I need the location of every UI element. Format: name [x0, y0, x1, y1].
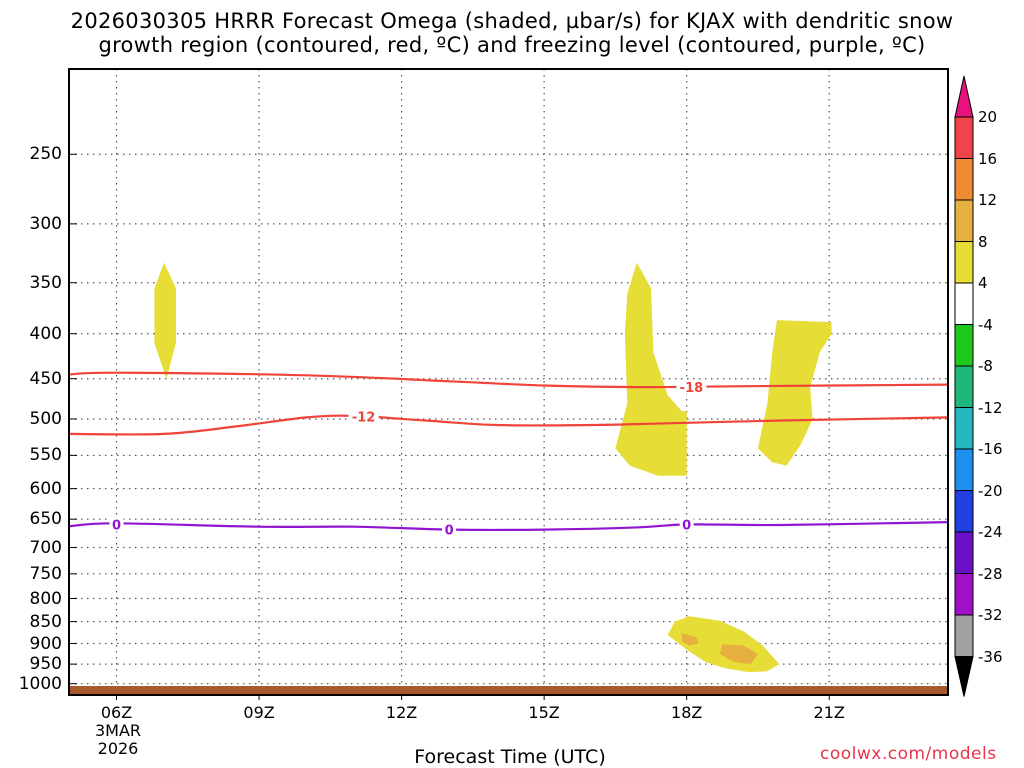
colorbar-label-4: 4 — [978, 274, 988, 292]
colorbar-label-0: 20 — [978, 108, 998, 126]
omega-region-4 — [681, 633, 699, 646]
contour-label-0: -18 — [680, 381, 704, 396]
y-tick-label-1000: 1000 — [18, 673, 62, 694]
contour-label-2: 0 — [112, 518, 121, 533]
omega-region-2 — [757, 320, 832, 466]
x-tick-label-15Z: 15Z — [528, 703, 560, 722]
colorbar-swatch-13 — [954, 614, 974, 657]
surface-bar — [69, 686, 948, 695]
colorbar-swatch-12 — [954, 573, 974, 616]
colorbar-swatch-6 — [954, 324, 974, 367]
x-tick-label-06Z: 06Z — [100, 703, 133, 722]
colorbar-label-2: 12 — [978, 191, 998, 209]
contour-label-bg-2 — [109, 517, 124, 532]
colorbar-swatch-10 — [954, 490, 974, 533]
y-tick-label-750: 750 — [29, 563, 62, 584]
colorbar-label-9: -20 — [978, 481, 1003, 500]
y-tick-label-350: 350 — [29, 272, 62, 293]
colorbar-label-11: -28 — [978, 564, 1003, 583]
y-tick-label-500: 500 — [29, 409, 62, 429]
colorbar-swatch-7 — [954, 365, 974, 408]
y-tick-label-700: 700 — [29, 537, 62, 558]
colorbar-label-10: -24 — [978, 523, 1003, 541]
y-tick-label-950: 950 — [29, 654, 62, 675]
x-tick-label-21Z: 21Z — [813, 703, 845, 722]
contour-label-bg-1 — [348, 409, 379, 424]
colorbar-swatch-9 — [954, 448, 974, 491]
contour-label-bg-3 — [442, 522, 457, 537]
contour-label-bg-0 — [676, 380, 707, 395]
colorbar-label-5: -4 — [978, 315, 993, 334]
colorbar-label-12: -32 — [978, 606, 1003, 624]
y-tick-label-800: 800 — [29, 588, 62, 609]
colorbar-swatch-3 — [954, 199, 974, 242]
colorbar-swatch-4 — [954, 241, 974, 284]
colorbar-swatch-8 — [954, 407, 974, 450]
x-tick-label-09Z: 09Z — [243, 703, 275, 722]
x-axis-title: Forecast Time (UTC) — [414, 746, 606, 768]
y-tick-label-600: 600 — [29, 478, 62, 499]
date-label-month: 3MAR — [94, 721, 142, 740]
colorbar-swatch-2 — [954, 158, 974, 201]
contour-label-1: -12 — [352, 411, 376, 426]
shading-layer — [154, 262, 832, 673]
colorbar-swatch-11 — [954, 531, 974, 574]
contour-label-4: 0 — [682, 518, 691, 533]
colorbar-label-8: -16 — [978, 440, 1003, 458]
colorbar-bottom-triangle — [954, 656, 974, 697]
credit-text: coolwx.com/models — [820, 744, 997, 764]
plot-frame — [68, 68, 949, 696]
colorbar-label-1: 16 — [978, 149, 998, 168]
contour-label-bg-4 — [679, 517, 694, 532]
colorbar-swatch-5 — [954, 282, 974, 325]
x-tick-label-12Z: 12Z — [385, 703, 418, 722]
y-tick-label-850: 850 — [29, 611, 62, 632]
contour-line--18-0 — [69, 371, 948, 389]
y-tick-label-550: 550 — [29, 445, 62, 466]
contour-line--12-1 — [69, 414, 948, 436]
colorbar-label-7: -12 — [978, 398, 1003, 417]
colorbar — [954, 75, 974, 697]
y-tick-label-900: 900 — [29, 633, 62, 654]
contour-line-0-2 — [69, 521, 948, 532]
contour-label-3: 0 — [445, 524, 454, 539]
omega-region-3 — [667, 616, 780, 673]
colorbar-top-triangle — [954, 75, 974, 118]
chart-title-line2: growth region (contoured, red, ºC) and f… — [98, 33, 926, 57]
colorbar-label-13: -36 — [978, 647, 1003, 666]
date-label-year: 2026 — [97, 739, 139, 758]
y-tick-label-650: 650 — [29, 509, 62, 530]
x-tick-label-18Z: 18Z — [671, 703, 703, 722]
y-tick-label-400: 400 — [29, 323, 62, 344]
y-tick-label-450: 450 — [29, 368, 62, 389]
colorbar-label-6: -8 — [978, 357, 993, 375]
y-tick-label-300: 300 — [29, 213, 62, 234]
contour-layer: -18 -12 0 0 0 — [69, 371, 948, 539]
omega-region-5 — [719, 644, 758, 665]
colorbar-label-3: 8 — [978, 232, 988, 251]
omega-region-0 — [154, 262, 176, 379]
chart-title-line1: 2026030305 HRRR Forecast Omega (shaded, … — [70, 9, 954, 33]
omega-region-1 — [615, 262, 687, 476]
colorbar-swatch-1 — [954, 116, 974, 159]
y-tick-label-250: 250 — [29, 144, 62, 165]
